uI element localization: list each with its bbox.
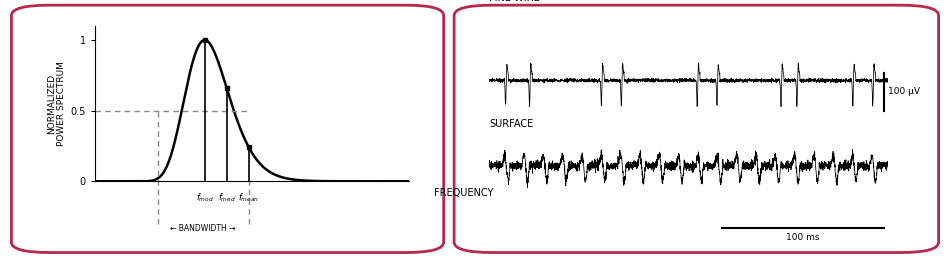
Text: $f_{med}$: $f_{med}$ bbox=[218, 191, 236, 204]
Text: FINE WIRE: FINE WIRE bbox=[489, 0, 540, 3]
Text: FREQUENCY: FREQUENCY bbox=[433, 188, 493, 198]
Text: $f_{mod}$: $f_{mod}$ bbox=[196, 191, 214, 204]
Y-axis label: NORMALIZED
POWER SPECTRUM: NORMALIZED POWER SPECTRUM bbox=[48, 61, 66, 146]
Text: ← BANDWIDTH →: ← BANDWIDTH → bbox=[170, 224, 236, 233]
Text: $f_{mean}$: $f_{mean}$ bbox=[238, 191, 259, 204]
Text: 100 μV: 100 μV bbox=[888, 88, 921, 96]
Text: 100 ms: 100 ms bbox=[786, 233, 820, 242]
Text: SURFACE: SURFACE bbox=[489, 119, 534, 129]
